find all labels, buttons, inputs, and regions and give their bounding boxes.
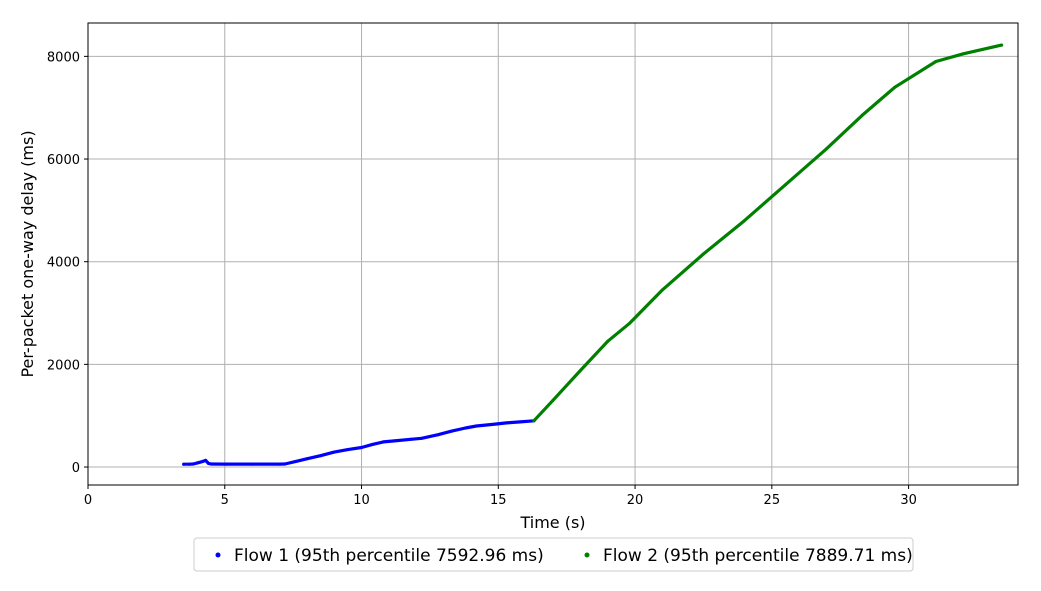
legend: Flow 1 (95th percentile 7592.96 ms) Flow… [193,537,914,572]
data-point [606,339,610,343]
x-tick-label: 15 [490,493,507,508]
data-point [474,424,478,428]
x-tick-label: 20 [627,493,644,508]
data-point [206,461,210,465]
data-point [204,458,208,462]
data-point [551,398,555,402]
data-point [518,420,522,424]
x-tick-label: 25 [764,493,781,508]
data-point [332,450,336,454]
legend-marker-flow-1 [215,552,221,558]
y-tick-label: 4000 [47,256,80,271]
data-point [464,426,467,430]
y-axis-label: Per-packet one-way delay (ms) [18,130,37,377]
data-point [392,439,396,443]
data-point [660,288,664,292]
series-flow-2 [532,43,1004,423]
data-point [1000,43,1004,47]
data-point [319,454,322,458]
series-line-flow-1 [182,419,536,466]
data-point [371,442,374,446]
data-point [294,459,298,463]
x-tick-label: 30 [900,493,917,508]
data-point [346,448,350,452]
y-tick-label: 6000 [47,153,80,168]
data-point [409,437,413,441]
x-tick-label: 10 [353,493,370,508]
data-point [961,52,965,56]
y-tick-label: 0 [72,461,80,476]
data-point [305,457,309,461]
series-layer [182,43,1004,466]
data-point [491,422,495,426]
data-point [934,60,938,63]
plot-area-frame [87,22,1019,486]
x-axis-label: Time (s) [519,513,585,532]
data-point [701,252,705,256]
data-point [532,419,536,423]
legend-entry-flow-1: Flow 1 (95th percentile 7592.96 ms) [234,546,544,566]
legend-entry-flow-2: Flow 2 (95th percentile 7889.71 ms) [603,546,913,566]
data-point [784,183,787,187]
series-flow-1 [182,419,536,466]
legend-marker-flow-2 [584,552,590,558]
data-point [191,462,195,466]
data-point [450,429,454,433]
data-point [860,113,864,117]
data-point [578,369,582,372]
data-point [505,421,508,425]
data-point [195,461,199,465]
data-point [283,462,287,466]
data-point [182,462,186,466]
x-tick-label: 5 [221,493,229,508]
legend-box [193,537,914,572]
data-point [420,436,424,440]
data-point [360,446,363,449]
data-point [187,462,191,466]
data-point [201,459,205,463]
data-point [628,321,632,325]
data-point [743,219,746,223]
ticks: 0 5 10 15 20 25 30 0 2000 4000 6000 8000 [47,50,917,508]
data-point [209,462,213,466]
x-tick-label: 0 [84,493,92,508]
data-point [250,462,254,466]
data-point [278,462,281,466]
data-point [381,440,385,444]
y-tick-label: 8000 [47,50,80,65]
data-point [436,433,440,437]
grid [88,23,1018,485]
data-point [825,147,828,151]
data-point [223,462,227,466]
y-tick-label: 2000 [47,358,80,373]
data-point [893,85,897,89]
